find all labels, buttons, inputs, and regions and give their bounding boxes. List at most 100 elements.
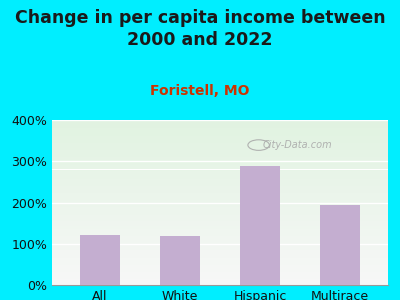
Bar [52, 141, 388, 142]
Bar [52, 215, 388, 216]
Bar [52, 187, 388, 188]
Bar [52, 186, 388, 187]
Bar [52, 239, 388, 240]
Bar [52, 278, 388, 279]
Bar [52, 202, 388, 203]
Bar [52, 228, 388, 229]
Bar [52, 196, 388, 197]
Bar [52, 174, 388, 175]
Bar [52, 170, 388, 171]
Bar [52, 227, 388, 228]
Bar [52, 220, 388, 221]
Bar [52, 261, 388, 262]
Bar [52, 158, 388, 159]
Bar [52, 132, 388, 133]
Bar [52, 231, 388, 232]
Bar [52, 277, 388, 278]
Bar [52, 222, 388, 223]
Bar [52, 226, 388, 227]
Bar [52, 217, 388, 218]
Bar [52, 159, 388, 160]
Bar [52, 200, 388, 201]
Bar [52, 181, 388, 182]
Bar [52, 205, 388, 206]
Bar [52, 272, 388, 273]
Bar [52, 284, 388, 285]
Bar [52, 264, 388, 265]
Bar [52, 242, 388, 243]
Bar [52, 172, 388, 173]
Bar [52, 268, 388, 269]
Bar [52, 273, 388, 274]
Bar [52, 178, 388, 179]
Bar [52, 183, 388, 184]
Bar [52, 248, 388, 249]
Bar [52, 260, 388, 261]
Bar [52, 137, 388, 138]
Bar [52, 140, 388, 141]
Bar [52, 211, 388, 212]
Bar [52, 204, 388, 205]
Bar [52, 152, 388, 153]
Bar [52, 182, 388, 183]
Bar [52, 165, 388, 166]
Bar [52, 150, 388, 151]
Bar [52, 247, 388, 248]
Bar [52, 156, 388, 157]
Bar [52, 193, 388, 194]
Bar [52, 176, 388, 177]
Bar [52, 173, 388, 174]
Bar [52, 256, 388, 257]
Bar [52, 188, 388, 189]
Bar [52, 124, 388, 125]
Bar [52, 189, 388, 190]
Text: City-Data.com: City-Data.com [262, 140, 332, 150]
Bar [52, 271, 388, 272]
Bar [52, 251, 388, 252]
Bar [52, 155, 388, 156]
Bar [52, 225, 388, 226]
Bar [52, 262, 388, 263]
Bar [52, 127, 388, 128]
Bar [52, 224, 388, 225]
Bar [52, 157, 388, 158]
Bar [52, 160, 388, 161]
Bar [52, 122, 388, 123]
Bar [52, 281, 388, 282]
Bar [52, 249, 388, 250]
Bar [52, 235, 388, 236]
Bar [52, 169, 388, 170]
Bar [52, 241, 388, 242]
Bar [52, 230, 388, 231]
Bar [52, 210, 388, 211]
Bar [52, 179, 388, 180]
Bar [52, 223, 388, 224]
Bar [52, 258, 388, 259]
Bar [52, 136, 388, 137]
Bar [320, 206, 360, 285]
Bar [52, 168, 388, 169]
Bar [52, 162, 388, 163]
Bar [52, 163, 388, 164]
Bar [52, 184, 388, 185]
Bar [52, 229, 388, 230]
Bar [52, 221, 388, 222]
Bar [52, 160, 388, 161]
Bar [52, 171, 388, 172]
Bar [52, 177, 388, 178]
Bar [52, 121, 388, 122]
Bar [52, 185, 388, 186]
Bar [52, 255, 388, 256]
Bar [52, 190, 388, 191]
Bar [160, 236, 200, 285]
Text: Change in per capita income between
2000 and 2022: Change in per capita income between 2000… [15, 9, 385, 49]
Bar [52, 265, 388, 266]
Bar [52, 201, 388, 202]
Bar [52, 257, 388, 258]
Bar [52, 254, 388, 255]
Bar [52, 202, 388, 203]
Bar [52, 269, 388, 270]
Bar [52, 218, 388, 219]
Bar [52, 207, 388, 208]
Bar [52, 219, 388, 220]
